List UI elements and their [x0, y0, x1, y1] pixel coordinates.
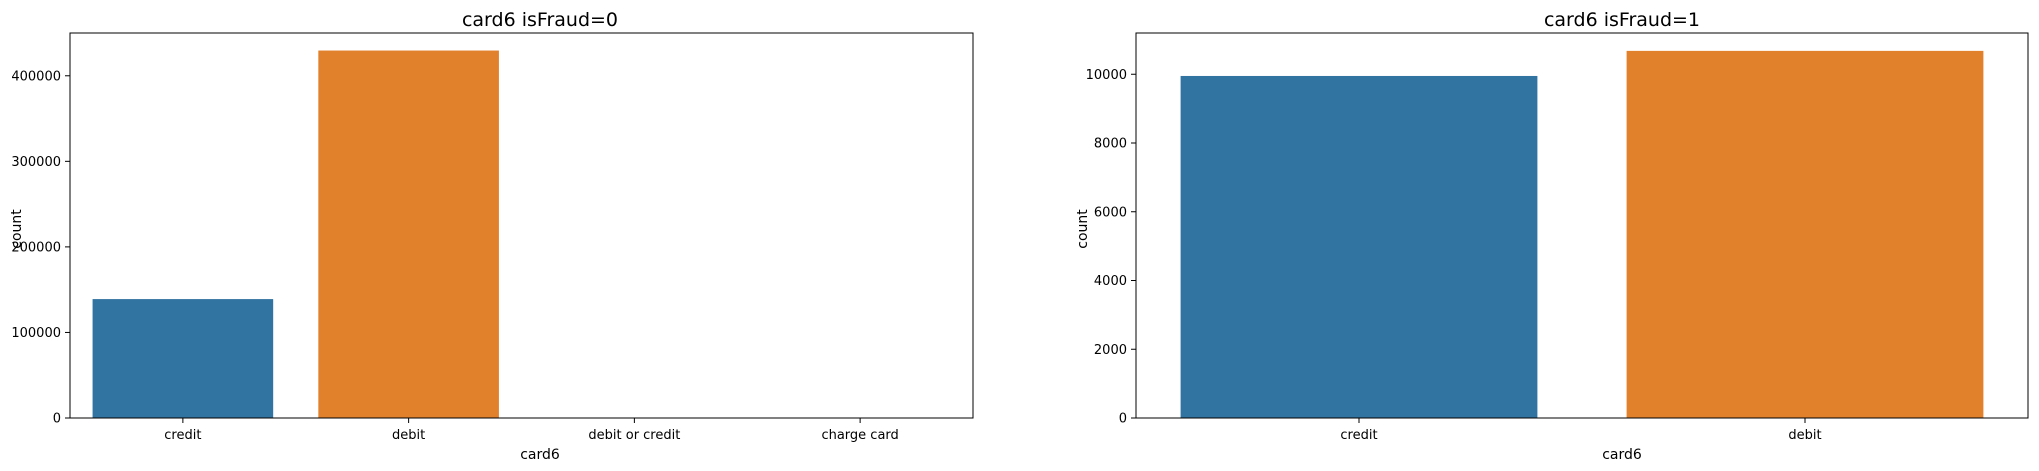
chart-title: card6 isFraud=1: [1544, 9, 1700, 31]
plot-frame: [69, 32, 974, 419]
y-tick-label: 200000: [11, 240, 61, 255]
x-tick-label: credit: [1340, 428, 1377, 443]
y-tick-label: 400000: [11, 69, 61, 84]
y-tick-label: 100000: [11, 326, 61, 341]
y-tick-label: 300000: [11, 155, 61, 170]
y-axis-label: count: [9, 209, 25, 249]
y-tick-label: 6000: [1094, 205, 1127, 220]
x-tick-label: charge card: [821, 428, 898, 443]
x-tick-label: debit: [1788, 428, 1821, 443]
bar-debit: [318, 50, 499, 419]
x-tick-label: debit or credit: [588, 428, 680, 443]
plot-frame: [1135, 32, 2029, 419]
x-axis-label: card6: [1602, 447, 1642, 463]
bar-credit: [92, 299, 274, 418]
y-tick-label: 0: [1119, 412, 1127, 427]
y-tick-label: 10000: [1086, 68, 1127, 83]
y-tick-label: 4000: [1094, 274, 1127, 289]
y-tick-label: 2000: [1094, 343, 1127, 358]
x-tick-label: credit: [164, 428, 201, 443]
y-axis-label: count: [1075, 209, 1091, 249]
chart-card6-isfraud-1: card6 isFraud=1 card6 count 0 2000 4000 600…: [1075, 9, 2029, 463]
x-tick-label: debit: [392, 428, 425, 443]
bar-credit: [1180, 75, 1538, 418]
chart-title: card6 isFraud=0: [462, 9, 618, 31]
x-axis-label: card6: [520, 447, 560, 463]
chart-card6-isfraud-0: card6 isFraud=0 card6 count 0 100000 20000…: [9, 9, 974, 463]
y-tick-label: 0: [53, 412, 61, 427]
y-tick-label: 8000: [1094, 137, 1127, 152]
bar-debit: [1626, 50, 1984, 418]
